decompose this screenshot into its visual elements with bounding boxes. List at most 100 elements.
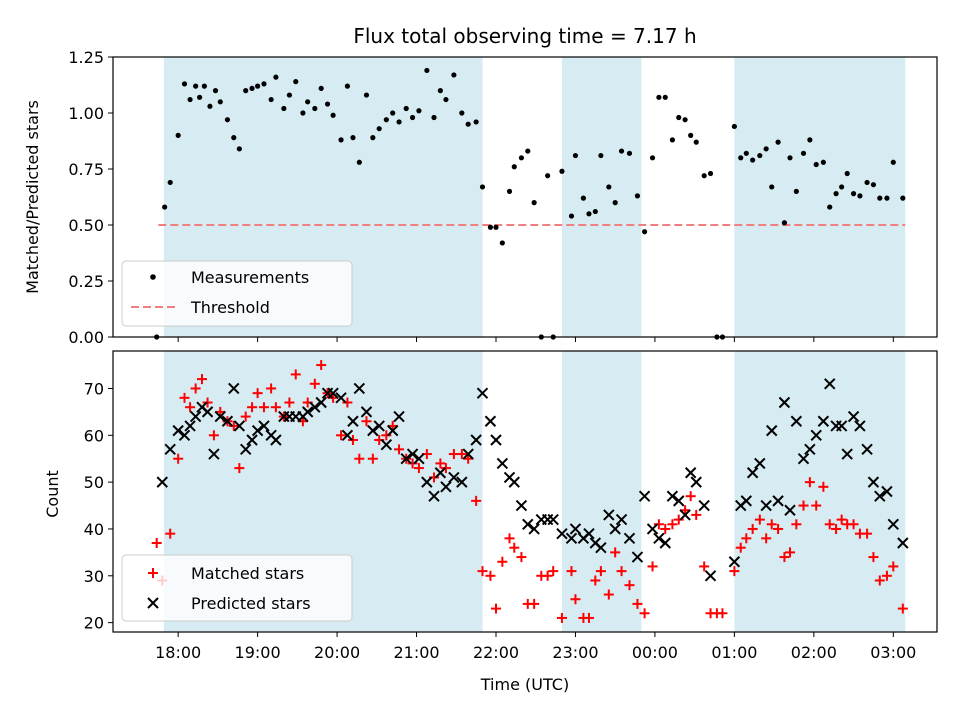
predicted-star-point [804,443,816,456]
matched-star-point [548,566,559,577]
matched-star-point [173,453,184,464]
x-axis-label: Time (UTC) [480,675,569,694]
matched-star-point [258,402,269,413]
predicted-star-point [790,415,803,427]
measurement-point [376,126,382,132]
matched-star-point [234,463,245,474]
predicted-star-point [309,401,321,413]
matched-star-point [868,552,879,563]
predicted-star-point [867,476,880,488]
measurement-point [162,204,168,210]
measurement-point [416,108,422,114]
measurement-point [890,159,896,165]
predicted-star-point [508,476,520,488]
predicted-star-point [413,453,425,465]
measurement-point [707,170,714,177]
predicted-star-point [740,495,753,507]
measurement-point [525,148,531,154]
matched-star-point [509,542,520,553]
matched-star-point [394,444,405,455]
predicted-star-point [178,429,191,442]
measurement-point [286,92,293,98]
matched-star-point [504,533,515,544]
measurement-point [769,184,775,190]
bottom-axes-frame [112,350,938,633]
measurement-point [255,83,261,89]
predicted-star-point [679,509,691,521]
x-tick-label: 21:00 [393,643,439,662]
matched-star-point [784,547,795,558]
predicted-star-point [817,415,830,427]
matched-star-point [342,397,353,408]
matched-star-point [624,580,635,591]
matched-star-point [888,561,899,572]
predicted-star-point [270,434,282,446]
matched-star-point [471,495,482,506]
matched-star-point [529,598,540,609]
matched-star-point [290,369,301,380]
predicted-star-point [623,532,636,545]
measurement-point [731,123,737,130]
predicted-star-point [746,467,759,479]
predicted-star-point [569,523,582,535]
measurement-point [443,96,449,103]
predicted-star-point [172,424,184,437]
measurement-point [193,83,199,89]
matched-star-point [316,360,327,371]
matched-star-point [632,598,643,609]
measurement-point [820,159,826,165]
matched-star-point [284,397,295,408]
predicted-star-point [653,532,665,545]
predicted-star-point [484,415,497,427]
legend-label-predicted: Predicted stars [191,594,311,613]
predicted-star-point [462,448,474,460]
measurement-point [231,135,237,141]
matched-star-point [440,463,451,474]
measurement-point [451,72,457,78]
measurement-point [324,101,331,107]
matched-star-point [673,514,684,525]
chart-title: Flux total observing time = 7.17 h [353,24,696,48]
legend-marker-measurements [150,274,156,280]
measurement-point [827,204,833,210]
measurement-point [487,224,494,230]
measurement-point [207,103,213,109]
predicted-star-point [847,410,860,423]
measurement-point [396,119,402,125]
matched-star-point [336,430,347,441]
measurement-point [473,119,479,125]
matched-star-point [347,434,358,445]
matched-star-point [766,519,777,530]
predicted-star-point [233,420,246,432]
measurement-point [763,146,769,152]
matched-star-point [516,552,527,563]
predicted-star-point [609,523,621,535]
predicted-star-point [214,410,226,423]
matched-star-point [556,612,567,623]
ratio-panel: Flux total observing time = 7.17 h 0.000… [23,24,938,347]
measurement-point [693,139,699,145]
predicted-star-point [347,415,359,427]
bottom-y-tick-label: 40 [84,520,104,539]
measurement-point [330,112,336,118]
measurement-point [884,195,890,201]
top-observing-windows [163,57,906,337]
measurement-point [743,150,749,156]
matched-star-point [309,378,320,389]
matched-star-point [456,449,467,460]
predicted-star-point [522,518,534,530]
matched-star-point [570,594,581,605]
top-observing-window-3 [734,57,906,337]
matched-star-point [862,528,873,539]
predicted-star-point [659,537,671,549]
matched-star-point [477,566,488,577]
predicted-star-point [673,495,685,507]
x-tick-label: 01:00 [711,643,757,662]
measurement-point [833,191,839,197]
matched-star-point [542,570,553,581]
predicted-star-point [456,476,468,488]
matched-star-point [595,566,606,577]
top-y-tick-label: 1.25 [68,48,104,67]
top-y-tick-label: 0.25 [68,272,104,291]
predicted-star-point [861,443,873,456]
